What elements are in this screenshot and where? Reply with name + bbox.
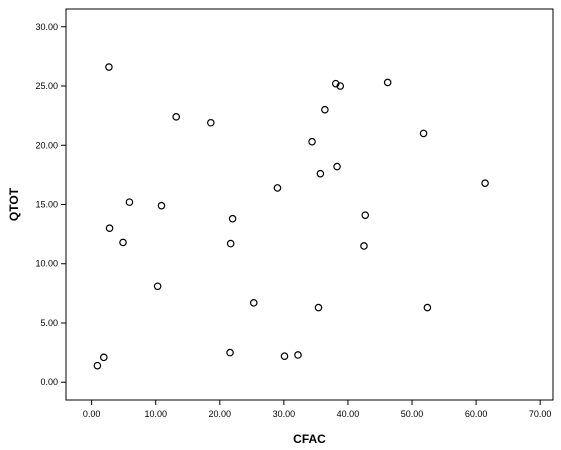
y-axis-title: QTOT xyxy=(7,187,21,221)
data-points xyxy=(93,63,489,370)
data-point xyxy=(423,303,432,312)
data-point xyxy=(294,351,302,359)
x-tick-label: 0.00 xyxy=(83,409,101,419)
data-point xyxy=(172,113,181,121)
data-point xyxy=(105,224,114,232)
data-point xyxy=(249,299,258,307)
y-tick-label: 0.00 xyxy=(40,377,58,387)
data-point xyxy=(383,78,392,87)
data-point xyxy=(93,361,102,370)
data-point xyxy=(331,79,340,88)
data-point xyxy=(100,353,108,362)
data-point xyxy=(316,169,325,178)
data-point xyxy=(273,184,282,192)
data-point xyxy=(157,201,166,210)
y-tick-label: 20.00 xyxy=(35,140,58,150)
data-point xyxy=(119,238,127,247)
x-tick-label: 40.00 xyxy=(337,409,360,419)
y-axis: 0.00 5.00 10.00 15.00 20.00 25.00 30.00 xyxy=(35,22,66,387)
x-tick-label: 20.00 xyxy=(209,409,232,419)
x-tick-label: 30.00 xyxy=(273,409,296,419)
y-tick-label: 5.00 xyxy=(40,318,58,328)
data-point xyxy=(321,105,329,114)
data-point xyxy=(207,118,215,127)
data-point xyxy=(481,179,489,187)
data-point xyxy=(226,348,234,357)
data-point xyxy=(336,82,345,90)
data-point xyxy=(361,211,370,219)
data-point xyxy=(360,242,368,250)
data-point xyxy=(280,352,289,360)
x-axis: 0.00 10.00 20.00 30.00 40.00 50.00 60.00 70.00 xyxy=(83,400,552,419)
data-point xyxy=(105,63,113,71)
plot-frame xyxy=(65,8,554,401)
data-point xyxy=(226,239,235,248)
x-tick-label: 60.00 xyxy=(465,409,488,419)
x-tick-label: 70.00 xyxy=(529,409,552,419)
y-tick-label: 30.00 xyxy=(35,22,58,32)
data-point xyxy=(419,129,428,138)
x-tick-label: 50.00 xyxy=(401,409,424,419)
y-tick-label: 10.00 xyxy=(35,259,58,269)
data-point xyxy=(228,214,237,223)
data-point xyxy=(333,162,341,171)
data-point xyxy=(153,282,162,291)
data-point xyxy=(308,137,316,146)
data-point xyxy=(314,303,323,312)
x-axis-title: CFAC xyxy=(293,432,326,446)
data-point xyxy=(125,198,134,206)
y-tick-label: 15.00 xyxy=(35,200,58,210)
y-tick-label: 25.00 xyxy=(35,81,58,91)
x-tick-label: 10.00 xyxy=(144,409,167,419)
